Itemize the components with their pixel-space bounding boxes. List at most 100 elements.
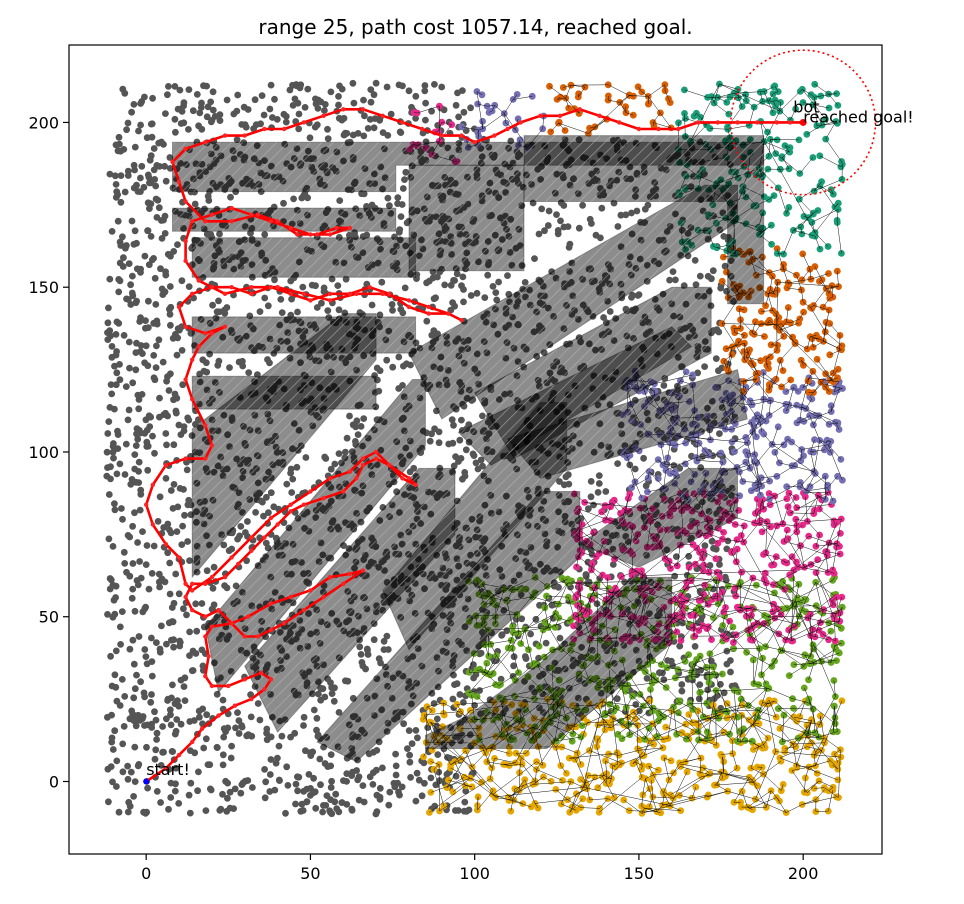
tree-node bbox=[120, 723, 128, 730]
tree-node bbox=[504, 272, 511, 279]
tree-node bbox=[557, 217, 564, 225]
tree-node bbox=[183, 466, 191, 474]
tree-node bbox=[148, 691, 155, 698]
tree-node bbox=[153, 214, 161, 221]
tree-node bbox=[462, 787, 470, 795]
tree-node bbox=[674, 666, 682, 673]
tree-node bbox=[224, 794, 231, 802]
tree-node bbox=[203, 230, 211, 238]
tree-node bbox=[266, 105, 274, 113]
tree-node bbox=[282, 118, 290, 126]
tree-node bbox=[420, 759, 428, 767]
tree-node bbox=[111, 671, 119, 679]
tree-node bbox=[159, 358, 167, 366]
tree-node bbox=[228, 742, 236, 750]
tree-node bbox=[108, 390, 116, 398]
tree-node bbox=[394, 779, 401, 787]
tree-node bbox=[147, 152, 155, 160]
tree-node bbox=[785, 626, 793, 634]
tree-node bbox=[223, 96, 231, 104]
tree-node bbox=[172, 128, 179, 136]
tree-node bbox=[458, 282, 465, 290]
tree-node bbox=[313, 714, 321, 722]
tree-node bbox=[335, 306, 343, 314]
tree-node bbox=[141, 693, 149, 701]
tree-node bbox=[314, 731, 322, 739]
tree-node bbox=[712, 355, 720, 362]
tree-node bbox=[156, 394, 163, 402]
tree-node bbox=[130, 660, 138, 668]
tree-node bbox=[108, 228, 116, 235]
tree-node bbox=[125, 260, 133, 267]
tree-node bbox=[538, 205, 546, 213]
tree-node bbox=[448, 416, 456, 424]
tree-node bbox=[706, 562, 714, 569]
tree-node bbox=[147, 233, 155, 240]
tree-node bbox=[321, 101, 329, 108]
tree-node bbox=[113, 757, 121, 765]
tree-node bbox=[449, 695, 457, 703]
tree-node bbox=[716, 561, 723, 568]
tree-node bbox=[497, 675, 505, 683]
tree-node bbox=[365, 750, 373, 758]
tree-node bbox=[191, 200, 199, 208]
tree-node bbox=[107, 475, 114, 483]
tree-node bbox=[159, 291, 167, 298]
tree-node bbox=[375, 387, 383, 395]
tree-node bbox=[202, 807, 210, 814]
tree-node bbox=[334, 282, 342, 289]
tree-node bbox=[366, 773, 374, 781]
tree-node bbox=[131, 743, 139, 751]
tree-node bbox=[170, 599, 178, 607]
tree-node bbox=[119, 768, 127, 776]
tree-node bbox=[700, 561, 708, 569]
tree-node bbox=[389, 306, 396, 314]
tree-node bbox=[492, 289, 500, 296]
tree-node bbox=[190, 294, 198, 302]
tree-node bbox=[167, 779, 175, 787]
tree-node bbox=[116, 460, 124, 468]
tree-node bbox=[408, 740, 416, 747]
tree-node bbox=[681, 758, 689, 766]
tree-node bbox=[145, 174, 153, 181]
tree-node bbox=[280, 110, 288, 118]
tree-node bbox=[174, 334, 182, 342]
tree-node bbox=[223, 584, 231, 592]
tree-node bbox=[165, 805, 172, 813]
tree-node bbox=[148, 570, 156, 577]
tree-node bbox=[219, 761, 227, 769]
tree-node bbox=[835, 649, 843, 656]
tree-node bbox=[386, 788, 394, 796]
tree-node bbox=[130, 694, 138, 702]
tree-node bbox=[163, 377, 171, 385]
tree-node bbox=[179, 381, 187, 389]
tree-node bbox=[346, 231, 353, 239]
tree-node bbox=[131, 685, 139, 693]
tree-node bbox=[324, 307, 332, 314]
tree-node bbox=[114, 217, 122, 225]
tree-node bbox=[727, 657, 734, 664]
tree-node bbox=[145, 585, 153, 593]
tree-node bbox=[588, 220, 595, 227]
tree-node bbox=[331, 684, 338, 692]
tree-node bbox=[360, 96, 367, 104]
tree-node bbox=[324, 763, 332, 770]
tree-node bbox=[129, 272, 136, 280]
tree-node bbox=[376, 784, 384, 792]
tree-node bbox=[116, 361, 123, 368]
tree-node bbox=[360, 190, 368, 198]
tree-node bbox=[151, 274, 159, 282]
tree-node bbox=[405, 727, 413, 734]
tree-node bbox=[167, 794, 175, 801]
tree-node bbox=[249, 784, 256, 791]
tree-node bbox=[244, 106, 252, 113]
tree-node bbox=[297, 81, 305, 89]
tree-node bbox=[598, 204, 606, 212]
tree-node bbox=[415, 776, 423, 784]
tree-node bbox=[109, 778, 116, 786]
tree-node bbox=[223, 304, 231, 311]
tree-node bbox=[423, 279, 430, 287]
tree-node bbox=[721, 262, 729, 270]
tree-node bbox=[429, 274, 437, 282]
tree-node bbox=[119, 740, 127, 748]
